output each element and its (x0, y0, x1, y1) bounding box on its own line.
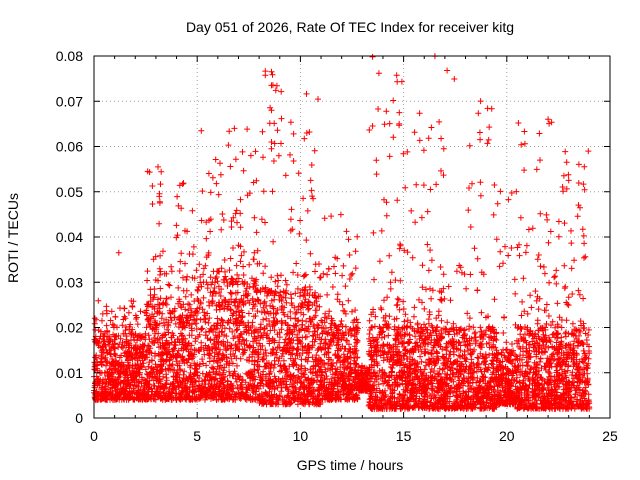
y-tick-label: 0.01 (56, 365, 83, 381)
grid-lines (94, 56, 610, 418)
y-tick-label: 0.06 (56, 139, 83, 155)
y-tick-label: 0 (75, 410, 83, 426)
x-tick-label: 25 (602, 428, 618, 444)
y-tick-label: 0.07 (56, 93, 83, 109)
x-tick-label: 0 (90, 428, 98, 444)
x-tick-labels: 0 5 10 15 20 25 (90, 428, 618, 444)
x-tick-label: 15 (396, 428, 412, 444)
y-tick-label: 0.05 (56, 184, 83, 200)
y-tick-label: 0.02 (56, 320, 83, 336)
y-tick-label: 0.08 (56, 48, 83, 64)
data-points (91, 53, 593, 412)
x-tick-label: 10 (293, 428, 309, 444)
axis-ticks (93, 55, 611, 419)
y-tick-labels: 0 0.01 0.02 0.03 0.04 0.05 0.06 0.07 0.08 (56, 48, 83, 426)
y-axis-label: ROTI / TECUs (5, 193, 21, 283)
y-tick-label: 0.04 (56, 229, 83, 245)
chart-title: Day 051 of 2026, Rate Of TEC Index for r… (186, 19, 514, 35)
y-tick-label: 0.03 (56, 274, 83, 290)
scatter-points-kitg (91, 53, 593, 412)
x-axis-label: GPS time / hours (297, 457, 404, 473)
x-tick-label: 5 (193, 428, 201, 444)
x-tick-label: 20 (499, 428, 515, 444)
